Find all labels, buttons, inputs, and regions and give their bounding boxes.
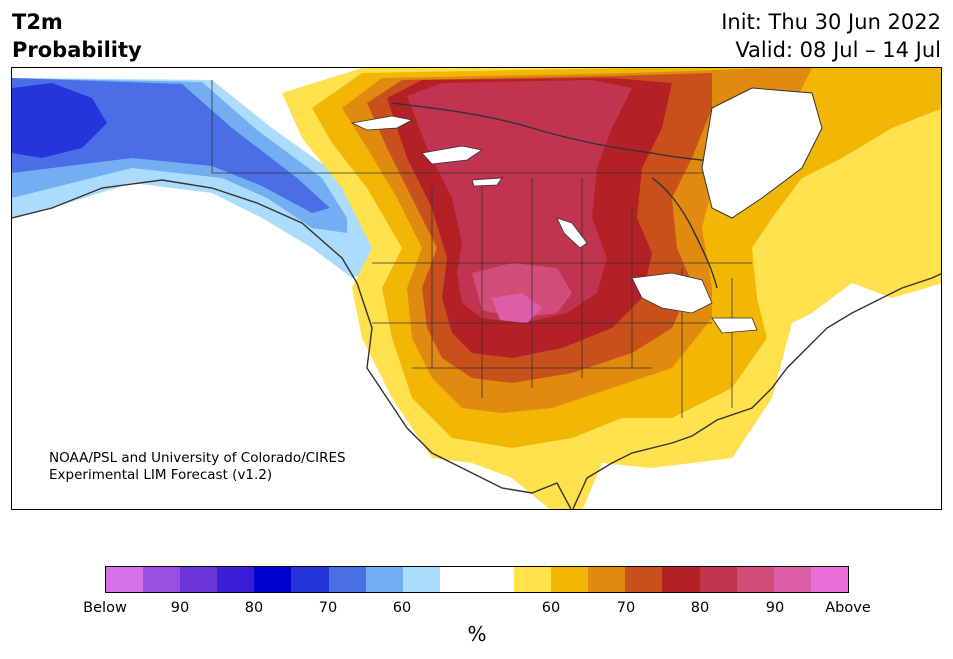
colorbar-label-80-above: 80 — [690, 600, 710, 616]
lakes — [350, 115, 758, 334]
title-line-2: Probability — [12, 38, 142, 62]
coastlines — [12, 102, 941, 509]
colorbar-segment — [514, 567, 552, 592]
colorbar-segment — [773, 567, 811, 592]
colorbar-label-below: Below — [83, 600, 127, 616]
valid-date: Valid: 08 Jul – 14 Jul — [735, 38, 941, 62]
colorbar-segment — [143, 567, 181, 592]
colorbar-label-90-above: 90 — [765, 600, 785, 616]
colorbar-segment — [699, 567, 737, 592]
init-date: Init: Thu 30 Jun 2022 — [721, 10, 941, 34]
chart-title: T2m Probability — [12, 8, 142, 64]
colorbar-segment — [736, 567, 774, 592]
colorbar-segment — [328, 567, 366, 592]
title-line-1: T2m — [12, 10, 63, 34]
colorbar — [105, 566, 849, 593]
colorbar-label-60-below: 60 — [392, 600, 412, 616]
colorbar-segment — [625, 567, 663, 592]
colorbar-segment — [402, 567, 440, 592]
colorbar-segment — [106, 567, 144, 592]
colorbar-label-above: Above — [825, 600, 871, 616]
colorbar-label-90-below: 90 — [170, 600, 190, 616]
colorbar-segment — [810, 567, 848, 592]
colorbar-segment — [588, 567, 626, 592]
colorbar-label-70-below: 70 — [318, 600, 338, 616]
forecast-map — [11, 67, 942, 510]
colorbar-segment — [254, 567, 292, 592]
forecast-dates: Init: Thu 30 Jun 2022 Valid: 08 Jul – 14… — [721, 8, 941, 64]
colorbar-segment — [476, 567, 515, 592]
colorbar-segment — [551, 567, 589, 592]
colorbar-segment — [662, 567, 700, 592]
colorbar-label-80-below: 80 — [244, 600, 264, 616]
colorbar-unit: % — [467, 622, 487, 646]
credit-line-2: Experimental LIM Forecast (v1.2) — [49, 467, 273, 483]
colorbar-segment — [180, 567, 218, 592]
below-normal-region-dark — [12, 83, 107, 158]
colorbar-segment — [291, 567, 329, 592]
hudson-bay — [701, 87, 823, 219]
above-normal-region-crimson — [407, 80, 632, 323]
colorbar-segment — [217, 567, 255, 592]
map-svg — [12, 68, 941, 509]
above-normal-region-pink — [492, 293, 542, 323]
credit-line-1: NOAA/PSL and University of Colorado/CIRE… — [49, 450, 346, 466]
colorbar-label-60-above: 60 — [541, 600, 561, 616]
colorbar-label-70-above: 70 — [616, 600, 636, 616]
colorbar-segment — [439, 567, 477, 592]
credit-text: NOAA/PSL and University of Colorado/CIRE… — [49, 450, 346, 484]
colorbar-segment — [365, 567, 403, 592]
